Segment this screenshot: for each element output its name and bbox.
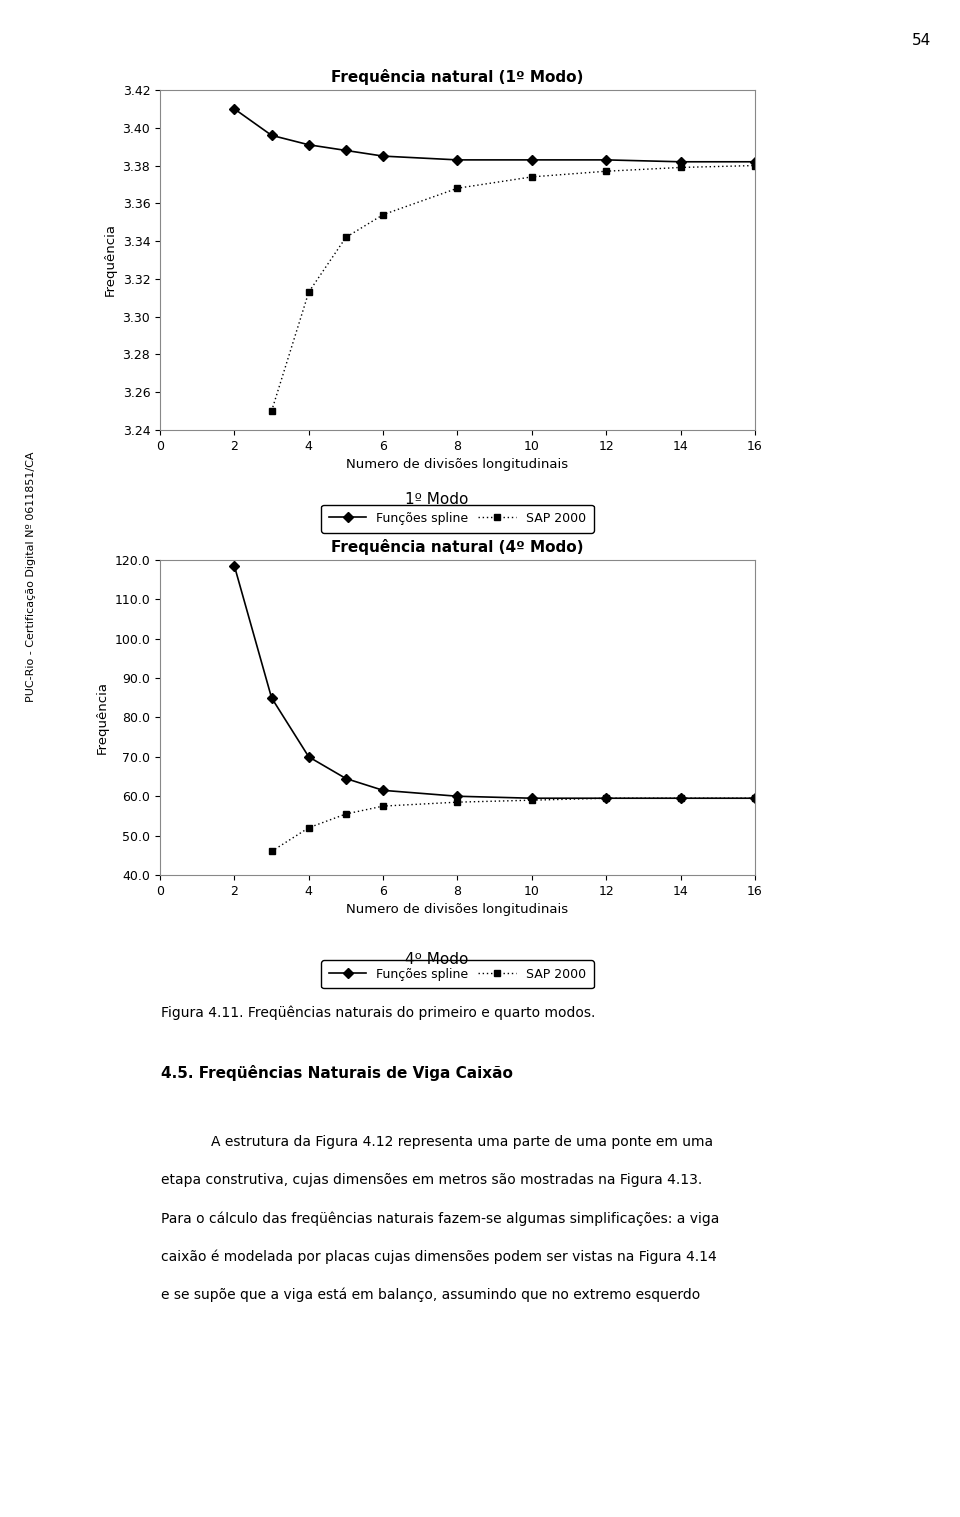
Funções spline [266,126,277,144]
Funções spline [303,135,315,153]
Funções spline [675,153,686,171]
Text: 54: 54 [912,33,931,49]
SAP 2000 [675,789,686,807]
Line: SAP 2000: SAP 2000 [268,795,758,856]
Line: Funções spline: Funções spline [231,563,758,801]
SAP 2000 [601,789,612,807]
SAP 2000 [452,179,464,197]
SAP 2000 [377,796,389,815]
Text: Para o cálculo das freqüências naturais fazem-se algumas simplificações: a viga: Para o cálculo das freqüências naturais … [161,1211,720,1226]
SAP 2000 [266,402,277,420]
SAP 2000 [749,789,760,807]
Text: A estrutura da Figura 4.12 representa uma parte de uma ponte em uma: A estrutura da Figura 4.12 representa um… [211,1135,713,1148]
Text: 4.5. Freqüências Naturais de Viga Caixão: 4.5. Freqüências Naturais de Viga Caixão [161,1065,514,1082]
Funções spline [303,748,315,766]
SAP 2000 [526,790,538,809]
Funções spline [526,150,538,168]
Text: Figura 4.11. Freqüências naturais do primeiro e quarto modos.: Figura 4.11. Freqüências naturais do pri… [161,1004,595,1019]
Funções spline [228,100,240,118]
SAP 2000 [675,158,686,176]
Funções spline [526,789,538,807]
Text: etapa construtiva, cujas dimensões em metros são mostradas na Figura 4.13.: etapa construtiva, cujas dimensões em me… [161,1173,703,1186]
SAP 2000 [303,284,315,302]
Funções spline [377,147,389,165]
SAP 2000 [601,162,612,181]
Funções spline [749,789,760,807]
Text: 1º Modo: 1º Modo [405,493,468,508]
Funções spline [340,141,351,159]
Legend: Funções spline, SAP 2000: Funções spline, SAP 2000 [322,960,593,989]
Text: e se supõe que a viga está em balanço, assumindo que no extremo esquerdo: e se supõe que a viga está em balanço, a… [161,1286,701,1302]
Funções spline [601,150,612,168]
X-axis label: Numero de divisões longitudinais: Numero de divisões longitudinais [347,903,568,916]
Y-axis label: Frequência: Frequência [96,681,108,754]
Funções spline [749,153,760,171]
Funções spline [675,789,686,807]
Funções spline [228,557,240,575]
Legend: Funções spline, SAP 2000: Funções spline, SAP 2000 [322,505,593,532]
SAP 2000 [303,819,315,837]
Title: Frequência natural (1º Modo): Frequência natural (1º Modo) [331,68,584,85]
Funções spline [452,787,464,806]
Text: caixão é modelada por placas cujas dimensões podem ser vistas na Figura 4.14: caixão é modelada por placas cujas dimen… [161,1248,717,1264]
SAP 2000 [340,806,351,824]
Funções spline [340,769,351,787]
Funções spline [452,150,464,168]
SAP 2000 [749,156,760,174]
Text: 4º Modo: 4º Modo [405,953,468,968]
Funções spline [266,689,277,707]
Line: Funções spline: Funções spline [231,105,758,165]
SAP 2000 [266,842,277,860]
SAP 2000 [377,206,389,225]
Text: PUC-Rio - Certificação Digital Nº 0611851/CA: PUC-Rio - Certificação Digital Nº 061185… [26,451,36,702]
Title: Frequência natural (4º Modo): Frequência natural (4º Modo) [331,539,584,555]
X-axis label: Numero de divisões longitudinais: Numero de divisões longitudinais [347,458,568,472]
Line: SAP 2000: SAP 2000 [268,162,758,414]
Y-axis label: Frequência: Frequência [104,223,117,296]
SAP 2000 [526,168,538,187]
SAP 2000 [340,228,351,246]
Funções spline [601,789,612,807]
Funções spline [377,781,389,799]
SAP 2000 [452,793,464,812]
